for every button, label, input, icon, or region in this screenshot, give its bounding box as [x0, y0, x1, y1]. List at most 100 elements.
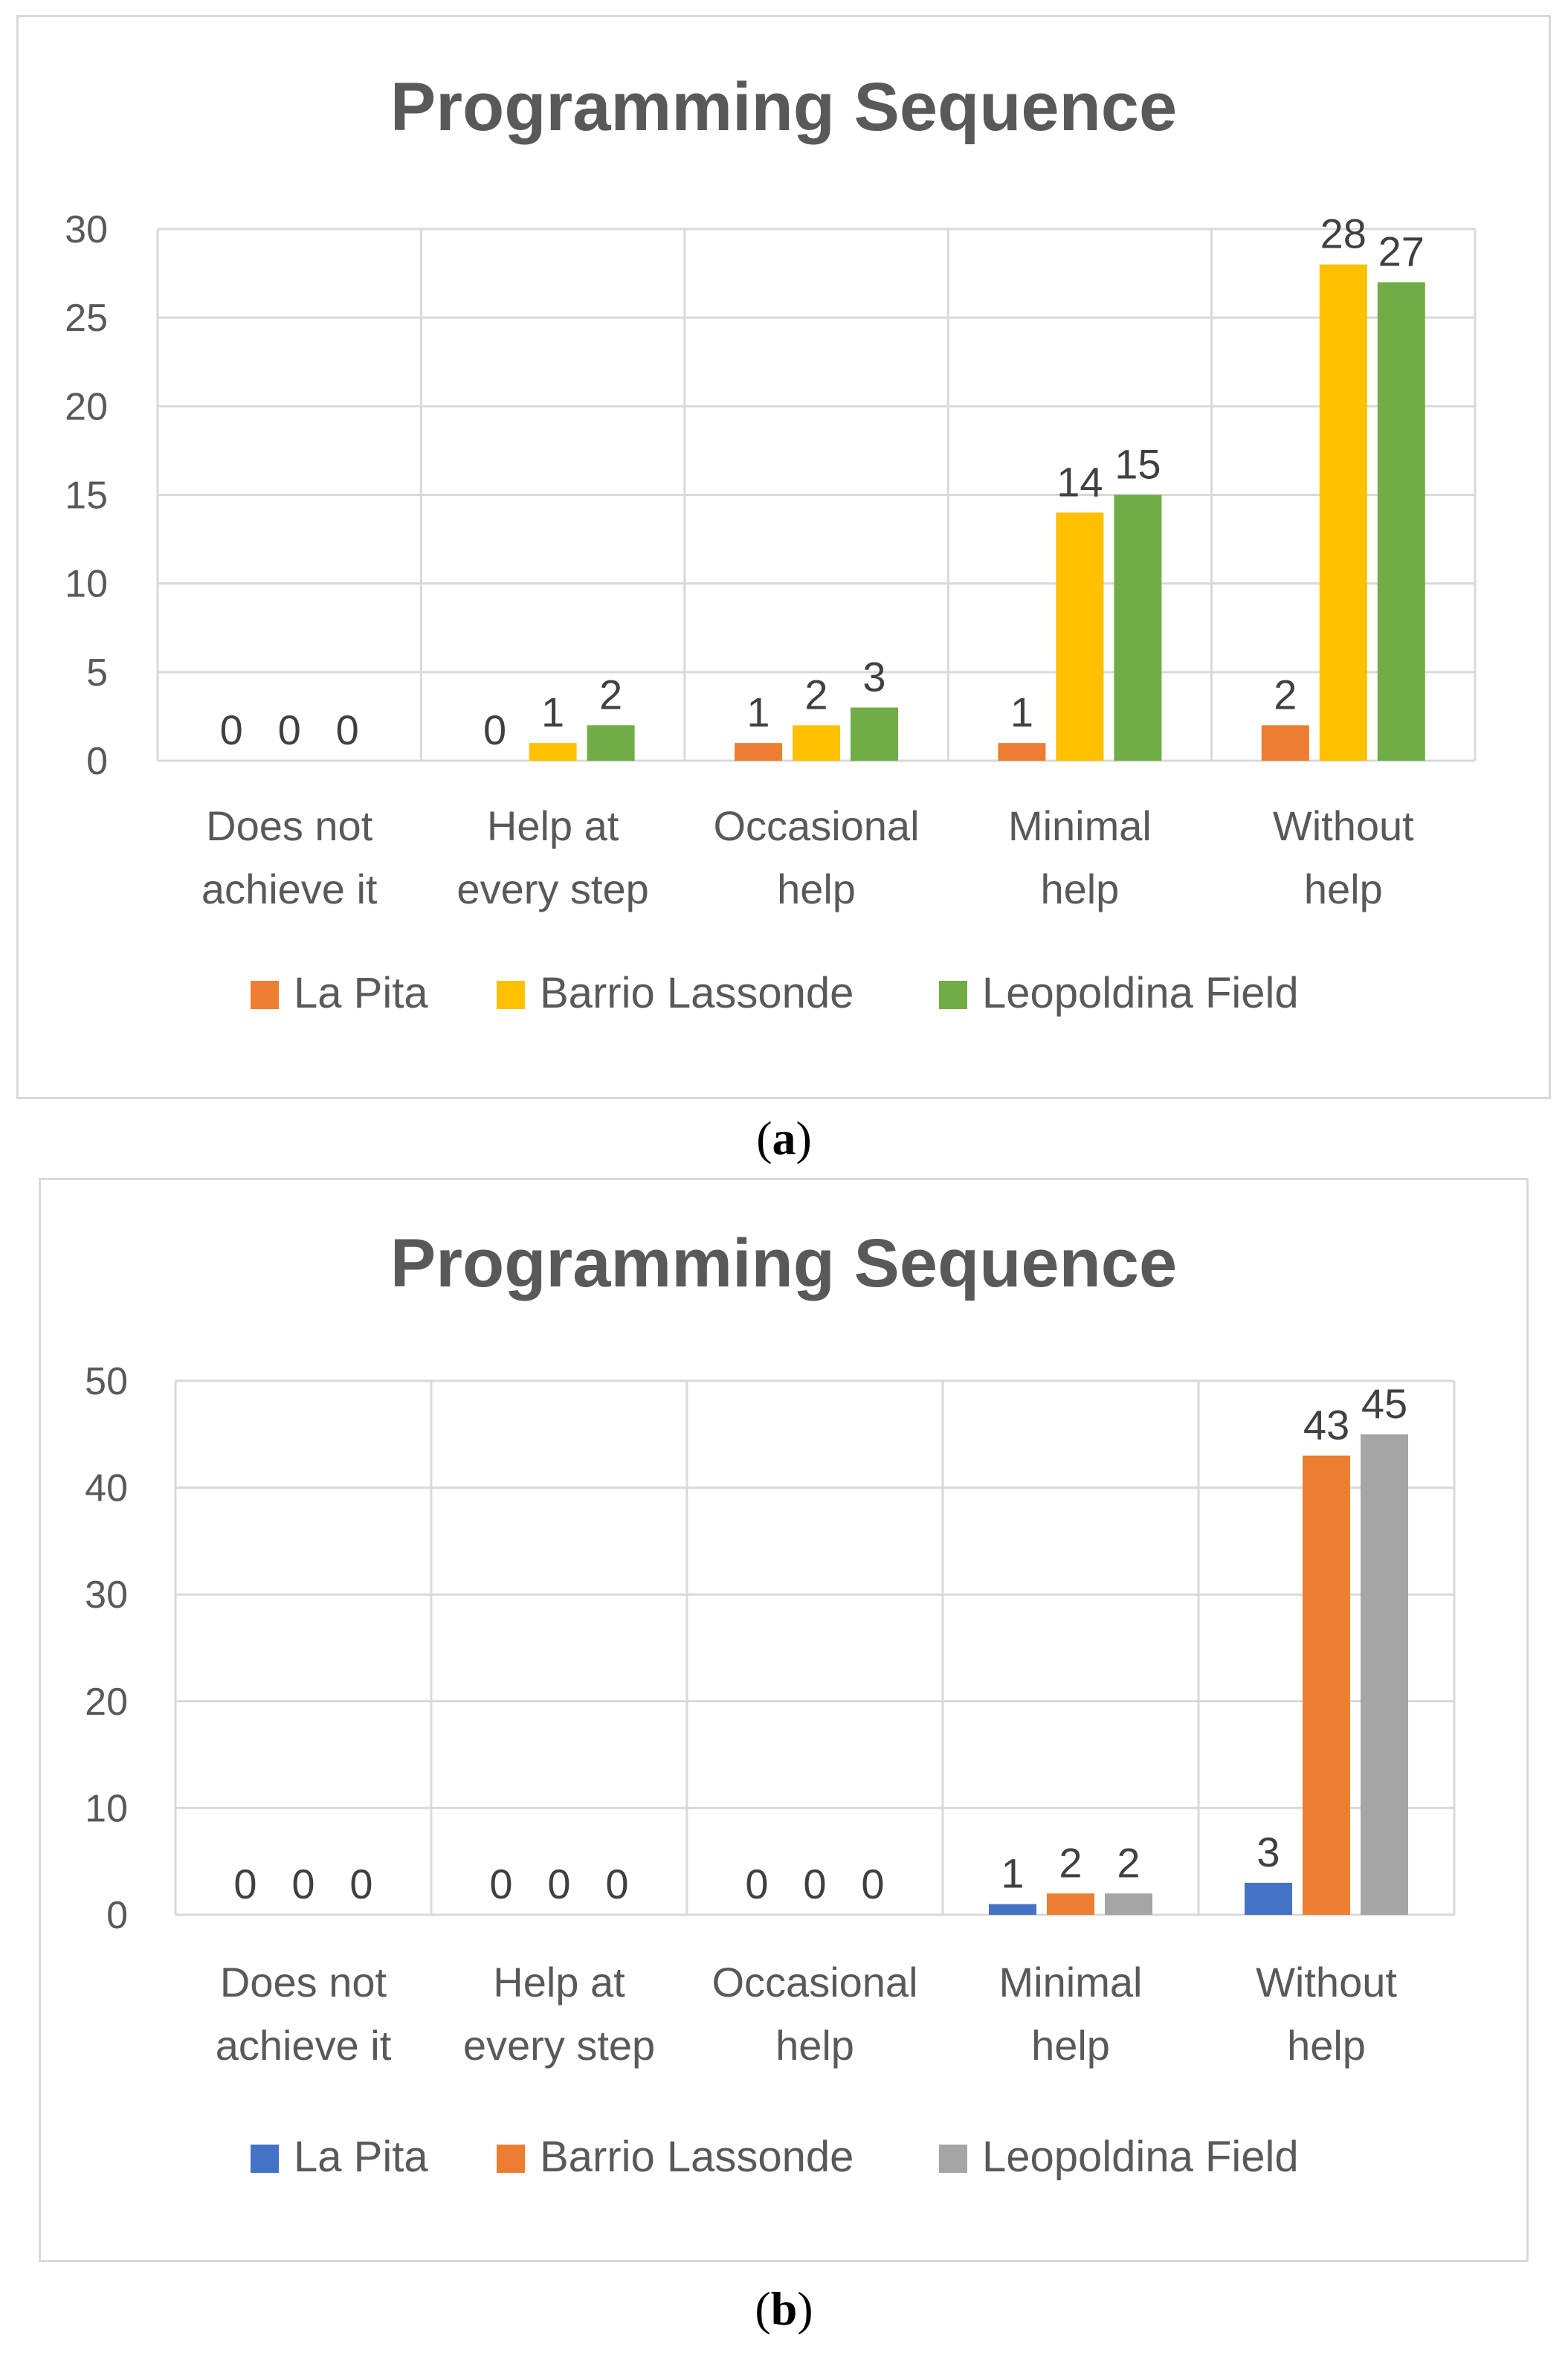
chart-a-bar-2-3	[1114, 495, 1162, 761]
chart-a-legend-label-2: Leopoldina Field	[982, 969, 1299, 1017]
chart-b-data-label-2-2: 0	[861, 1861, 884, 1907]
chart-a-data-label-0-1: 0	[483, 706, 506, 753]
chart-panel-b	[39, 1178, 1529, 2262]
caption-b: (b)	[755, 2282, 813, 2335]
chart-b-legend-label-0: La Pita	[294, 2133, 428, 2181]
chart-a-category-label-2-line2: help	[777, 866, 856, 912]
chart-b-bar-1-4	[1303, 1455, 1350, 1915]
chart-b-y-tick-label-5: 50	[85, 1360, 128, 1403]
chart-b-data-label-0-2: 0	[745, 1861, 768, 1907]
chart-a-data-label-2-3: 15	[1114, 441, 1161, 488]
chart-b-legend-swatch-1	[497, 2145, 525, 2173]
chart-b-data-label-1-2: 0	[803, 1861, 826, 1907]
chart-a-legend-label-1: Barrio Lassonde	[540, 969, 854, 1017]
chart-b-category-label-2-line1: Occasional	[712, 1959, 917, 2006]
chart-b-data-label-2-0: 0	[349, 1861, 372, 1907]
chart-a-category-label-4-line1: Without	[1273, 802, 1414, 849]
chart-a-legend-swatch-1	[497, 981, 525, 1009]
chart-b-y-tick-label-4: 40	[85, 1467, 128, 1510]
chart-a-bar-0-2	[735, 743, 782, 761]
chart-a-data-label-2-0: 0	[336, 706, 359, 753]
caption-a-letter: a	[772, 1112, 796, 1164]
chart-b-data-label-0-1: 0	[489, 1861, 512, 1907]
chart-b-bar-0-4	[1245, 1882, 1292, 1915]
chart-a-data-label-2-4: 27	[1378, 228, 1425, 275]
caption-a: (a)	[756, 1112, 812, 1164]
chart-b-data-label-2-3: 2	[1117, 1839, 1140, 1886]
chart-b-legend-swatch-2	[939, 2145, 967, 2173]
chart-a-data-label-0-4: 2	[1274, 671, 1297, 718]
chart-b-data-label-1-4: 43	[1303, 1402, 1349, 1449]
chart-a-data-label-2-2: 3	[862, 654, 885, 700]
chart-b-data-label-2-1: 0	[605, 1861, 628, 1907]
chart-b-category-label-3-line1: Minimal	[999, 1959, 1143, 2006]
chart-a-bar-1-3	[1056, 512, 1104, 761]
chart-a-data-label-1-3: 14	[1056, 458, 1103, 505]
chart-a-category-label-2-line1: Occasional	[713, 802, 919, 849]
chart-a-legend-label-0: La Pita	[294, 969, 428, 1017]
chart-b-bar-2-3	[1105, 1893, 1152, 1915]
chart-a-data-label-1-2: 2	[804, 671, 827, 718]
chart-b-bar-0-3	[989, 1904, 1036, 1915]
chart-b-data-label-0-4: 3	[1256, 1829, 1280, 1875]
chart-b-category-label-4-line2: help	[1287, 2022, 1366, 2069]
chart-b-data-label-2-4: 45	[1361, 1380, 1407, 1427]
chart-b-y-tick-label-3: 30	[85, 1573, 128, 1617]
chart-b-bar-2-4	[1361, 1434, 1408, 1915]
chart-panel-a	[16, 15, 1551, 1099]
chart-a-legend-swatch-0	[251, 981, 279, 1009]
chart-a-category-label-4-line2: help	[1304, 866, 1383, 912]
chart-a-y-tick-label-6: 30	[65, 208, 108, 251]
chart-b-data-label-1-0: 0	[291, 1861, 314, 1907]
chart-a-data-label-1-1: 1	[541, 689, 564, 735]
chart-b-data-label-1-3: 2	[1059, 1839, 1082, 1886]
chart-b-legend-label-1: Barrio Lassonde	[540, 2133, 854, 2181]
chart-a-data-label-0-3: 1	[1010, 689, 1033, 735]
chart-a-y-tick-label-2: 10	[65, 563, 108, 606]
chart-b-y-tick-label-0: 0	[106, 1894, 128, 1937]
chart-a-category-label-1-line1: Help at	[487, 802, 619, 849]
chart-b-data-label-1-1: 0	[547, 1861, 570, 1907]
chart-a-bar-2-2	[851, 707, 898, 761]
chart-a-y-tick-label-1: 5	[86, 651, 108, 695]
chart-a-y-tick-label-4: 20	[65, 385, 108, 428]
chart-a-category-label-3-line2: help	[1040, 866, 1119, 912]
chart-b-category-label-1-line1: Help at	[493, 1959, 625, 2006]
caption-b-letter: b	[770, 2282, 798, 2335]
chart-b-legend-swatch-0	[251, 2145, 279, 2173]
chart-b-title: Programming Sequence	[390, 1225, 1177, 1301]
chart-a-legend-swatch-2	[939, 981, 967, 1009]
chart-a-category-label-3-line1: Minimal	[1008, 802, 1152, 849]
chart-a-bar-1-4	[1319, 264, 1367, 761]
chart-a-bar-2-4	[1377, 282, 1425, 761]
chart-a-bar-1-1	[529, 743, 577, 761]
chart-a-category-label-1-line2: every step	[456, 866, 648, 912]
chart-b-category-label-1-line2: every step	[463, 2022, 655, 2069]
chart-b-category-label-2-line2: help	[775, 2022, 854, 2069]
chart-b-category-label-0-line1: Does not	[220, 1959, 387, 2006]
chart-a-bar-1-2	[793, 725, 840, 761]
chart-a-data-label-0-2: 1	[746, 689, 770, 735]
chart-a-data-label-0-0: 0	[220, 706, 243, 753]
chart-a-title: Programming Sequence	[390, 69, 1177, 145]
chart-b-legend-label-2: Leopoldina Field	[982, 2133, 1299, 2181]
chart-a-category-label-0-line2: achieve it	[201, 866, 378, 912]
chart-b-bar-1-3	[1047, 1893, 1094, 1915]
chart-a-bar-2-1	[587, 725, 635, 761]
chart-b-category-label-3-line2: help	[1031, 2022, 1110, 2069]
chart-b-category-label-0-line2: achieve it	[216, 2022, 392, 2069]
chart-a-y-tick-label-3: 15	[65, 474, 108, 518]
chart-a-data-label-2-1: 2	[599, 671, 622, 718]
chart-a-data-label-1-4: 28	[1320, 210, 1367, 257]
chart-b-data-label-0-3: 1	[1001, 1850, 1024, 1897]
chart-a-y-tick-label-5: 25	[65, 297, 108, 340]
chart-a-category-label-0-line1: Does not	[206, 802, 373, 849]
chart-b-y-tick-label-1: 10	[85, 1787, 128, 1830]
chart-a-y-tick-label-0: 0	[86, 740, 108, 783]
chart-b-data-label-0-0: 0	[233, 1861, 257, 1907]
chart-b-category-label-4-line1: Without	[1256, 1959, 1397, 2006]
chart-a-bar-0-4	[1261, 725, 1309, 761]
chart-a-bar-0-3	[998, 743, 1046, 761]
chart-a-data-label-1-0: 0	[278, 706, 301, 753]
